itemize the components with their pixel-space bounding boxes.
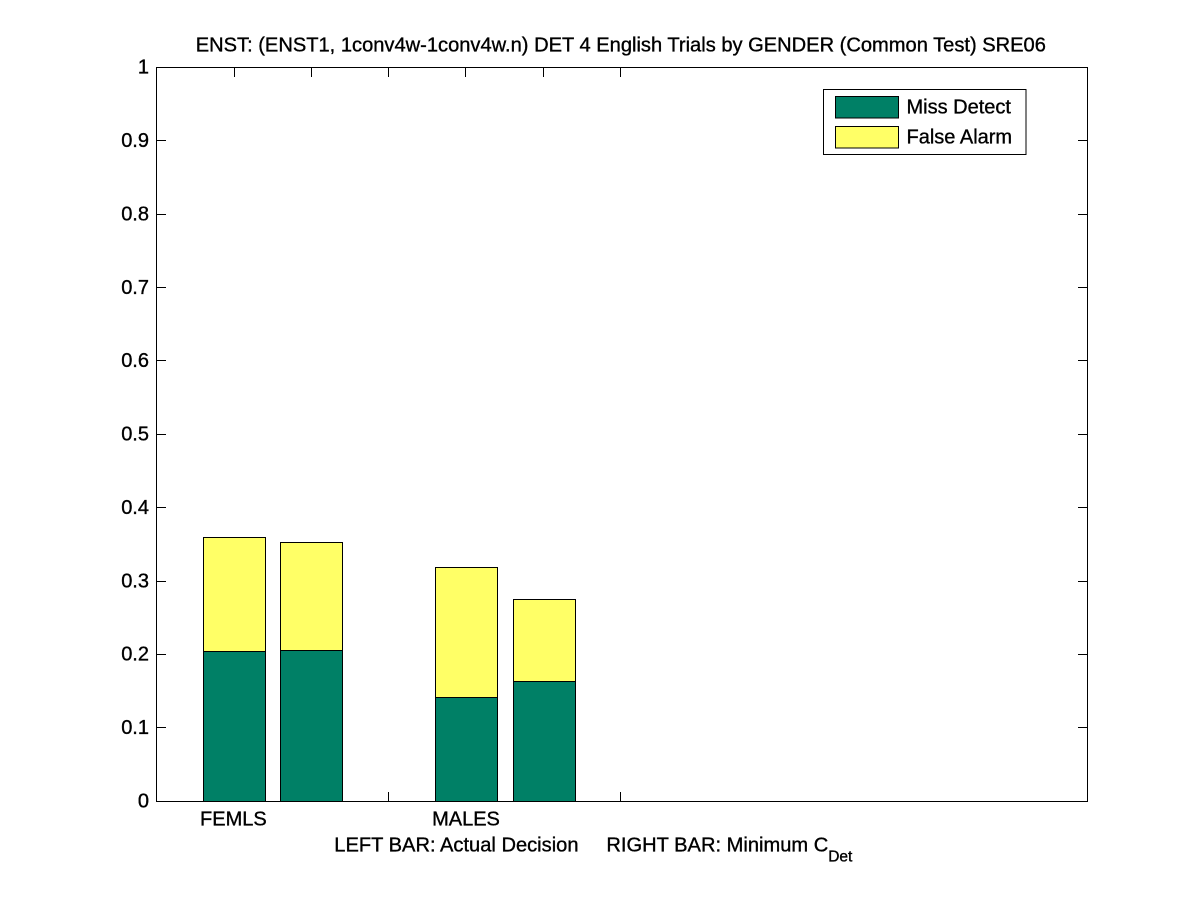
svg-text:0.2: 0.2 xyxy=(121,644,149,666)
svg-text:MALES: MALES xyxy=(432,809,500,831)
svg-text:0.7: 0.7 xyxy=(121,277,149,299)
svg-text:1: 1 xyxy=(138,57,149,79)
svg-text:0.4: 0.4 xyxy=(121,497,149,519)
svg-text:0.6: 0.6 xyxy=(121,350,149,372)
svg-text:FEMLS: FEMLS xyxy=(200,809,267,831)
svg-text:0.1: 0.1 xyxy=(121,717,149,739)
svg-text:0.5: 0.5 xyxy=(121,424,149,446)
svg-text:Miss Detect: Miss Detect xyxy=(907,97,1012,119)
svg-text:False Alarm: False Alarm xyxy=(907,127,1013,149)
svg-text:0.3: 0.3 xyxy=(121,570,149,592)
svg-text:0.8: 0.8 xyxy=(121,203,149,225)
svg-text:0: 0 xyxy=(138,790,149,812)
svg-text:0.9: 0.9 xyxy=(121,130,149,152)
svg-text:ENST: (ENST1, 1conv4w-1conv4w.: ENST: (ENST1, 1conv4w-1conv4w.n) DET 4 E… xyxy=(196,35,1046,57)
